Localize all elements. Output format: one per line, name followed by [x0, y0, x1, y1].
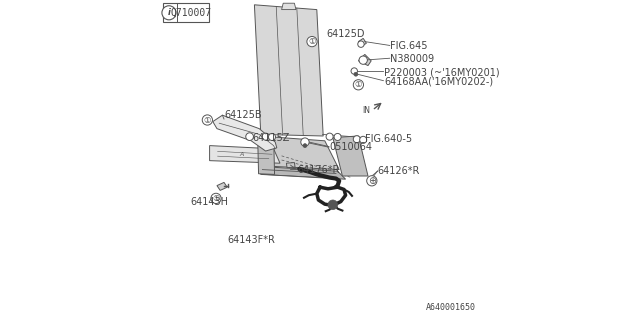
Text: P220003 (~'16MY0201): P220003 (~'16MY0201)	[384, 67, 500, 77]
Polygon shape	[254, 5, 323, 136]
Text: 64168AA('16MY0202-): 64168AA('16MY0202-)	[384, 76, 493, 87]
Text: IN: IN	[362, 106, 370, 115]
Text: ⊕: ⊕	[368, 176, 376, 186]
Circle shape	[262, 133, 269, 140]
Circle shape	[162, 6, 176, 20]
Circle shape	[246, 133, 253, 140]
Circle shape	[358, 41, 364, 47]
Circle shape	[353, 80, 364, 90]
Text: 0510064: 0510064	[330, 142, 372, 152]
Circle shape	[367, 176, 377, 186]
Text: 64176*R: 64176*R	[298, 164, 340, 175]
Polygon shape	[210, 146, 280, 163]
Circle shape	[334, 133, 341, 140]
Text: i: i	[168, 8, 170, 17]
Circle shape	[359, 56, 367, 64]
Text: ①: ①	[204, 116, 211, 124]
Text: FIG.645: FIG.645	[390, 41, 428, 52]
Text: ①: ①	[355, 80, 362, 89]
Text: 64115Z: 64115Z	[253, 132, 290, 143]
Text: 64125D: 64125D	[326, 28, 365, 39]
Circle shape	[301, 138, 309, 146]
Polygon shape	[212, 115, 277, 151]
Polygon shape	[317, 187, 346, 205]
Circle shape	[353, 136, 360, 143]
Text: ①: ①	[308, 37, 316, 46]
Text: Q710007: Q710007	[171, 8, 212, 18]
Circle shape	[269, 133, 275, 140]
FancyBboxPatch shape	[163, 3, 209, 22]
Polygon shape	[333, 136, 368, 176]
Circle shape	[307, 36, 317, 47]
Circle shape	[354, 72, 358, 76]
Circle shape	[360, 136, 367, 143]
Text: ①: ①	[212, 194, 220, 203]
Text: N380009: N380009	[390, 54, 435, 64]
Polygon shape	[358, 38, 366, 46]
Text: 64143H: 64143H	[191, 196, 228, 207]
Polygon shape	[259, 166, 346, 179]
Text: 64126*R: 64126*R	[378, 166, 420, 176]
Text: FIG.640-5: FIG.640-5	[365, 134, 412, 144]
Polygon shape	[287, 163, 295, 168]
Circle shape	[202, 115, 212, 125]
Circle shape	[303, 144, 307, 148]
Circle shape	[211, 193, 221, 204]
Polygon shape	[358, 54, 371, 66]
Polygon shape	[282, 3, 296, 10]
Polygon shape	[259, 136, 339, 170]
Circle shape	[326, 133, 333, 140]
Text: A: A	[239, 152, 244, 157]
Circle shape	[351, 68, 357, 74]
Polygon shape	[217, 182, 227, 190]
Text: 64143F*R: 64143F*R	[227, 235, 275, 245]
Circle shape	[328, 200, 338, 210]
Text: 64125B: 64125B	[224, 110, 262, 120]
Text: A640001650: A640001650	[426, 303, 476, 312]
Polygon shape	[258, 134, 275, 174]
